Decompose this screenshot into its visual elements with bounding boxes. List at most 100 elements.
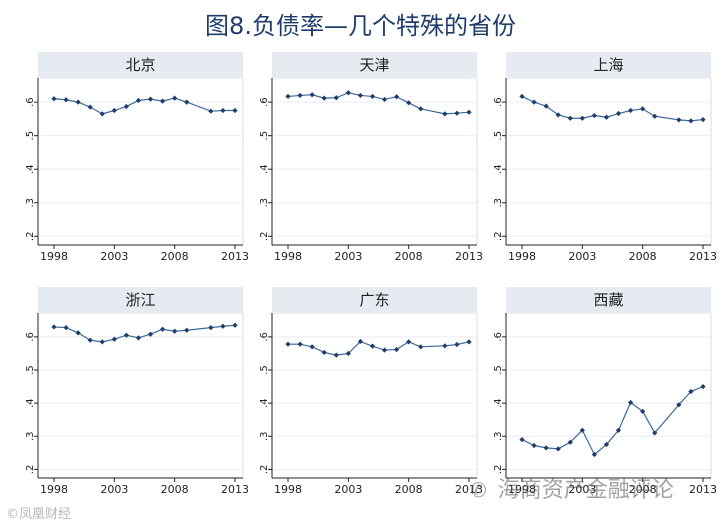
x-tick-label: 1998	[274, 250, 302, 263]
y-tick-label: .4	[493, 164, 504, 174]
plot-area	[271, 312, 478, 479]
plot-area	[271, 77, 478, 246]
data-point	[123, 332, 129, 338]
data-point	[135, 335, 142, 341]
data-point	[220, 107, 226, 114]
data-point	[615, 110, 622, 117]
data-point	[208, 325, 214, 331]
data-point	[333, 352, 339, 358]
x-tick-label: 2008	[629, 250, 657, 263]
data-point	[220, 323, 226, 329]
watermark-right: ✆ 海商资产金融评论	[470, 472, 710, 512]
data-point	[454, 341, 460, 348]
data-point	[51, 324, 57, 330]
data-point	[147, 331, 154, 337]
data-point	[111, 336, 117, 342]
chart-panel-1: 北京 .2 .3 .4 .5 .6 1998 2003 2008 2013	[25, 52, 249, 263]
data-point	[579, 115, 585, 121]
x-tick-label: 2008	[161, 250, 189, 263]
data-point	[418, 344, 424, 350]
data-point	[123, 103, 129, 110]
chart-panel-5: 广东 .2 .3 .4 .5 .6 1998 2003 2008 2013	[259, 287, 483, 496]
x-tick-label: 2008	[629, 483, 657, 496]
y-tick-label: .6	[25, 97, 36, 107]
data-point	[381, 347, 388, 353]
data-point	[603, 114, 610, 120]
data-point	[543, 103, 549, 109]
x-tick-label: 2008	[395, 250, 423, 263]
data-point	[700, 383, 706, 390]
x-tick-label: 2008	[395, 483, 423, 496]
chart-panel-2: 天津 .2 .3 .4 .5 .6 1998 2003 2008 2013	[259, 52, 483, 263]
data-point	[135, 97, 142, 104]
data-point	[652, 430, 658, 436]
y-tick-label: .5	[25, 131, 36, 141]
panel-header	[272, 287, 477, 312]
data-point	[160, 326, 166, 332]
data-point	[418, 106, 424, 112]
panel-title: 西藏	[593, 291, 623, 309]
x-tick-label: 1998	[40, 483, 68, 496]
data-point	[309, 92, 315, 98]
y-tick-label: .3	[25, 198, 36, 208]
data-point	[63, 97, 69, 103]
data-point	[285, 93, 291, 100]
data-point	[75, 99, 81, 105]
data-point	[466, 109, 472, 115]
data-point	[357, 338, 363, 345]
panel-header	[38, 287, 243, 312]
data-point	[555, 446, 561, 452]
data-point	[285, 341, 291, 347]
data-point	[640, 106, 646, 112]
chart-panel-6: 西藏 .2 .3 .4 .5 .6 1998 2003 2008 2013	[493, 287, 717, 496]
panel-title: 广东	[359, 291, 389, 309]
plot-area	[505, 312, 712, 479]
y-tick-label: .6	[259, 97, 270, 107]
data-point	[369, 93, 376, 100]
x-tick-label: 1998	[508, 250, 536, 263]
data-point	[519, 93, 525, 100]
data-point	[700, 116, 706, 123]
x-tick-label: 1998	[40, 250, 68, 263]
chart-panel-4: 浙江 .2 .3 .4 .5 .6 1998 2003 2008 2013	[25, 287, 249, 496]
data-point	[442, 343, 448, 349]
wechat-icon: ✆	[470, 478, 487, 502]
plot-area	[37, 77, 244, 246]
y-tick-label: .6	[259, 332, 270, 342]
x-tick-label: 2003	[100, 250, 128, 263]
data-point	[87, 104, 93, 110]
y-tick-label: .3	[259, 198, 270, 208]
y-tick-label: .4	[25, 164, 36, 174]
data-point	[160, 98, 166, 104]
x-tick-label: 2013	[689, 250, 717, 263]
data-point	[591, 112, 597, 119]
data-point	[603, 441, 610, 448]
data-point	[442, 111, 448, 117]
x-tick-label: 1998	[508, 483, 536, 496]
data-point	[519, 436, 525, 443]
data-point	[394, 94, 400, 100]
data-point	[567, 115, 573, 121]
panel-title: 北京	[125, 56, 155, 74]
data-point	[640, 408, 646, 415]
data-point	[51, 96, 57, 102]
data-point	[406, 100, 412, 106]
x-tick-label: 2003	[100, 483, 128, 496]
data-point	[531, 99, 537, 105]
panel-title: 浙江	[125, 291, 155, 309]
x-tick-label: 2003	[334, 250, 362, 263]
data-point	[87, 337, 93, 343]
y-tick-label: .5	[25, 365, 36, 375]
plot-area	[505, 77, 712, 246]
data-point	[99, 339, 105, 345]
data-point	[147, 96, 154, 102]
x-tick-label: 2003	[568, 483, 596, 496]
data-point	[454, 110, 460, 116]
y-tick-label: .2	[259, 232, 270, 242]
data-point	[466, 339, 472, 345]
data-point	[172, 95, 178, 101]
x-tick-label: 2003	[568, 250, 596, 263]
data-point	[688, 388, 694, 395]
data-point	[567, 439, 573, 445]
